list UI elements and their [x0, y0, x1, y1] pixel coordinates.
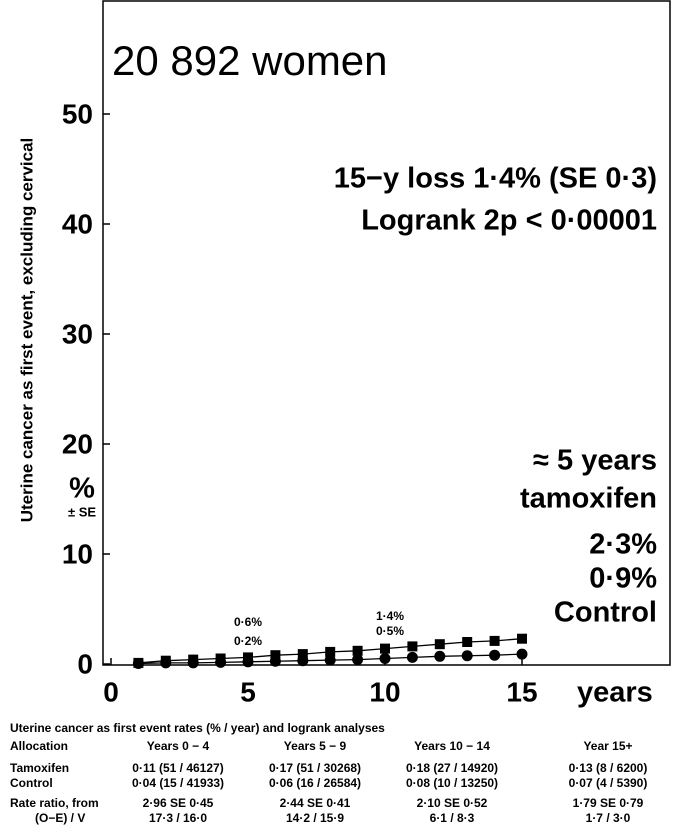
chart-title: 20 892 women — [112, 37, 388, 84]
marker-square — [325, 646, 336, 657]
y-unit-sub: ± SE — [68, 504, 96, 519]
marker-square — [297, 649, 308, 660]
table-cell: 1·7 / 3·0 — [586, 811, 631, 825]
table-cell: 17·3 / 16·0 — [149, 811, 207, 825]
marker-square — [407, 641, 418, 652]
annotation: 0·9% — [589, 563, 657, 595]
table-cell: 0·07 (4 / 5390) — [569, 776, 648, 790]
table-cell: 6·1 / 8·3 — [430, 811, 475, 825]
marker-square — [352, 645, 363, 656]
marker-square — [517, 633, 527, 644]
table-cell: 0·04 (15 / 41933) — [132, 776, 224, 790]
table-cell: 2·96 SE 0·45 — [143, 796, 214, 810]
table-cell: 2·10 SE 0·52 — [417, 796, 488, 810]
marker-circle — [160, 657, 172, 669]
marker-circle — [516, 648, 528, 660]
marker-circle — [269, 655, 281, 667]
table-cell: 0·08 (10 / 13250) — [406, 776, 498, 790]
table-cell: 0·11 (51 / 46127) — [132, 761, 223, 775]
marker-square — [270, 650, 281, 661]
table-title: Uterine cancer as first event rates (% /… — [10, 721, 385, 735]
table-cell: Rate ratio, from — [10, 796, 99, 810]
table-header: Allocation — [10, 739, 68, 753]
table-header: Years 5 − 9 — [284, 739, 347, 753]
table-cell: 2·44 SE 0·41 — [280, 796, 351, 810]
marker-circle — [379, 653, 391, 664]
table-cell: 0·17 (51 / 30268) — [269, 761, 361, 775]
annotation: 1·4% — [376, 609, 404, 623]
table-header: Years 0 − 4 — [147, 739, 210, 753]
table-cell: Control — [10, 776, 53, 790]
marker-circle — [242, 656, 254, 668]
annotation: Control — [554, 597, 657, 629]
marker-circle — [489, 649, 501, 661]
table-cell: 0·06 (16 / 26584) — [269, 776, 361, 790]
table-cell: (O−E) / V — [35, 811, 85, 825]
y-tick-label: 20 — [62, 428, 93, 459]
y-tick-label: 50 — [62, 98, 93, 129]
annotation: tamoxifen — [520, 483, 657, 515]
marker-circle — [461, 650, 473, 662]
marker-circle — [215, 656, 227, 668]
y-unit: % — [69, 473, 95, 505]
table-header: Years 10 − 14 — [414, 739, 490, 753]
annotation: 15−y loss 1·4% (SE 0·3) — [334, 163, 657, 195]
marker-circle — [132, 657, 144, 669]
annotation: 2·3% — [589, 529, 657, 561]
marker-square — [462, 637, 473, 647]
x-tick-label: 10 — [369, 676, 400, 707]
table-header: Year 15+ — [583, 739, 632, 753]
y-tick-label: 10 — [62, 538, 93, 569]
x-axis-label: years — [577, 677, 653, 709]
annotation: ≈ 5 years — [533, 445, 657, 477]
annotation: 0·5% — [376, 624, 404, 638]
table-cell: 1·79 SE 0·79 — [573, 796, 644, 810]
y-tick-label: 0 — [77, 648, 93, 679]
marker-circle — [406, 651, 418, 663]
marker-square — [380, 643, 390, 654]
y-axis-label: Uterine cancer as first event, excluding… — [17, 138, 36, 523]
marker-square — [434, 639, 445, 650]
x-tick-label: 15 — [506, 676, 537, 707]
table-cell: Tamoxifen — [10, 761, 69, 775]
x-tick-label: 0 — [103, 676, 119, 707]
annotation: Logrank 2p < 0·00001 — [361, 205, 657, 237]
marker-square — [489, 635, 500, 646]
marker-circle — [434, 650, 446, 662]
table-cell: 0·18 (27 / 14920) — [406, 761, 498, 775]
marker-circle — [187, 657, 199, 669]
plot-frame — [102, 0, 671, 666]
marker-circle — [324, 654, 336, 666]
marker-circle — [297, 655, 309, 667]
y-tick-label: 30 — [62, 318, 93, 349]
table-cell: 0·13 (8 / 6200) — [569, 761, 648, 775]
annotation: 0·2% — [234, 634, 262, 648]
annotation: 0·6% — [234, 615, 262, 629]
x-tick-label: 5 — [240, 676, 256, 707]
y-tick-label: 40 — [62, 208, 93, 239]
marker-circle — [352, 654, 364, 666]
table-cell: 14·2 / 15·9 — [286, 811, 344, 825]
